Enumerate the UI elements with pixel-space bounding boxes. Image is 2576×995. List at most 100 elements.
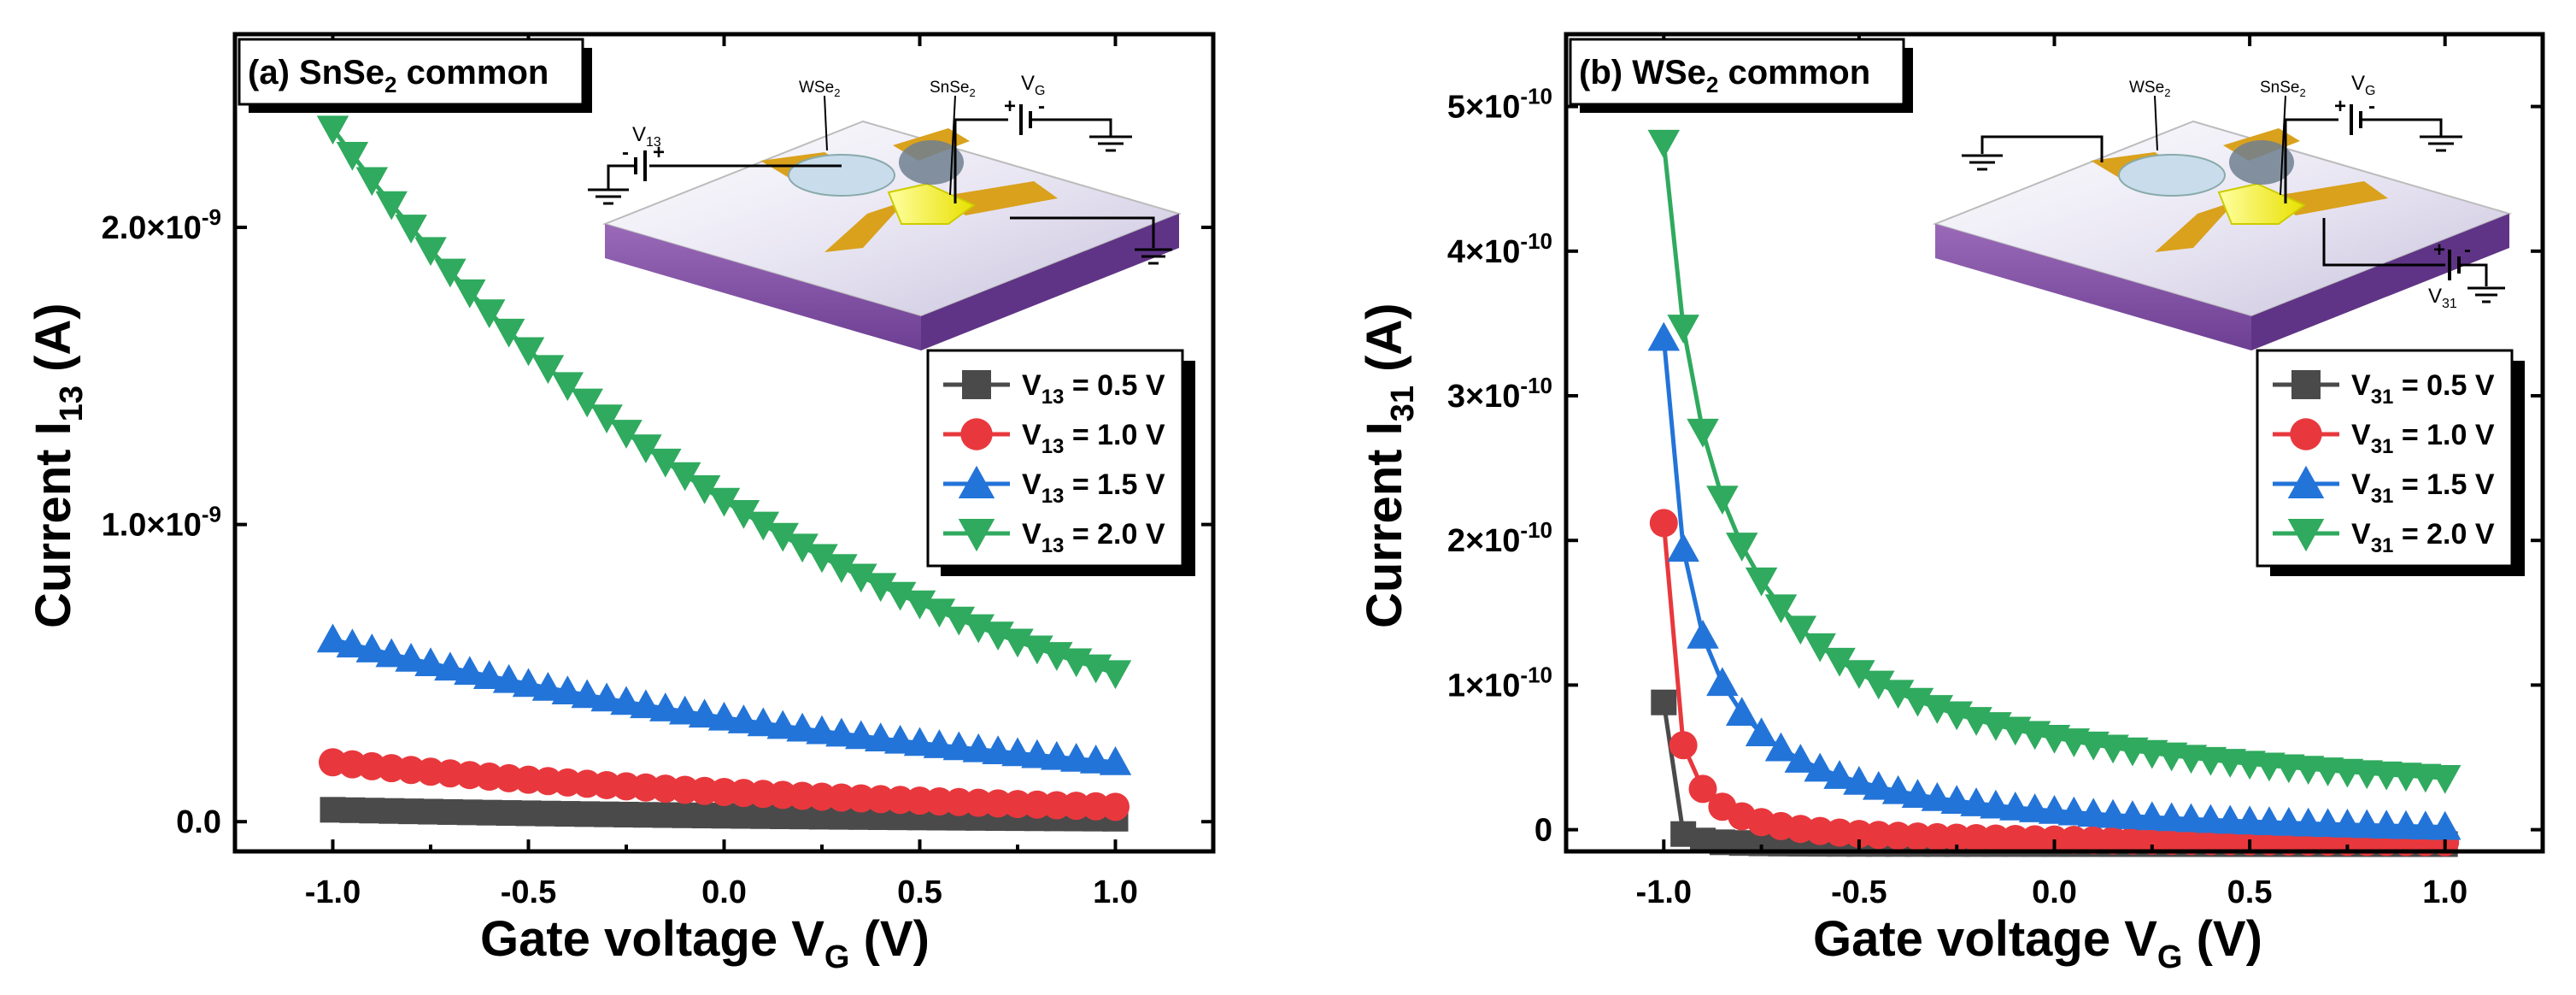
data-point [727,499,760,529]
data-point [903,727,936,757]
data-point [375,638,408,668]
substrate-side [921,214,1179,350]
data-point [1688,774,1717,804]
electrode-bottom [824,201,906,252]
data-point [1804,752,1836,782]
data-point [649,448,682,478]
data-point [395,215,427,244]
data-point [1101,792,1130,821]
data-point [531,671,565,701]
y-tick-label: 1.0×10-9 [102,502,221,544]
inset-label-wse2: WSe2 [2129,79,2170,99]
inset-label-bias: V31 [2428,285,2457,311]
snse2-flake [2217,182,2306,225]
data-point [825,554,858,583]
data-point [962,733,995,762]
panel-b-x-axis-title: Gate voltage VG (V) [1813,911,2262,975]
data-point [2001,824,2030,853]
bias-ground-wire [2459,263,2488,286]
data-point [688,698,721,728]
data-point [883,581,917,611]
data-point [336,628,369,658]
data-point [1651,689,1677,715]
inset-minus-bias: - [2464,238,2471,262]
data-point [355,633,389,662]
legend-label: V31 = 0.5 V [2351,369,2495,409]
panel-a-x-axis-title: Gate voltage VG (V) [480,911,930,975]
data-point [2136,801,2168,831]
legend-label: V31 = 1.5 V [2351,468,2495,508]
y-tick-label: 4×10-10 [1447,228,1552,270]
data-point [668,462,701,492]
data-point [962,614,995,644]
data-point [1082,792,1111,821]
data-point [2021,825,2050,854]
data-point [825,717,858,747]
panel-a: -1.0 -0.5 0.0 0.5 1.0 0.0 1.0×10-9 2.0×10-9 (a… [26,32,1216,975]
data-point [1980,789,2012,819]
legend-marker [2291,370,2321,399]
data-point [492,318,525,348]
inset-plus-bias: + [2433,238,2445,262]
data-point [590,404,623,433]
data-point [766,522,799,552]
data-point [1921,781,1954,811]
panel-a-label-box [238,38,584,106]
vg-ground-wire [1030,118,1112,137]
data-point [1021,739,1053,768]
data-point [903,590,936,620]
data-point [1687,418,1719,448]
wse2-flake [2118,154,2226,197]
wse2-flake [788,154,895,197]
panel-a-x-ticks: -1.0 -0.5 0.0 0.5 1.0 [233,34,1215,910]
vg-ground-wire [2361,118,2443,137]
data-point [747,707,780,737]
data-point [630,434,662,464]
legend-label: V13 = 2.0 V [1022,518,1165,557]
legend-marker [962,370,991,399]
data-point [1960,787,1992,816]
data-point [512,337,545,367]
data-point [806,715,838,745]
y-tick-label: 5×10-10 [1447,84,1552,126]
data-point [571,679,603,709]
legend-label: V13 = 1.0 V [1022,419,1165,458]
data-point [434,651,466,681]
data-point [1667,315,1699,344]
data-point [845,563,877,593]
data-point [472,660,506,689]
data-point [1725,697,1758,727]
y-tick-label: 1×10-10 [1447,662,1552,704]
data-point [864,722,897,751]
data-point [1667,533,1699,562]
panel-b-device-schematic: WSe2 SnSe2 VG V31 + - + - [1932,72,2513,350]
legend-label: V13 = 0.5 V [1022,369,1165,409]
data-point [1901,779,1934,808]
data-point [1059,742,1093,772]
data-point [1804,633,1836,662]
electrode-bottom [2155,201,2236,252]
inset-plus-vg: + [2334,95,2346,118]
x-tick-label: -0.5 [1831,874,1887,910]
inset-label-vg: VG [1021,72,1045,98]
data-point [630,689,662,719]
ground-wire-left [1980,135,2104,162]
data-point [610,686,643,715]
substrate-front [1935,224,2251,350]
data-point [942,606,976,636]
data-point [1745,567,1778,597]
data-point [1863,670,1895,700]
data-point [1784,615,1817,645]
panel-b: -1.0 -0.5 0.0 0.5 1.0 0 1×10-10 2×10-10 3×10-10… [1357,32,2545,975]
data-point [668,695,701,725]
data-point [610,420,643,449]
data-point [786,533,819,563]
legend-marker [2287,465,2325,498]
data-point [551,675,584,705]
inset-minus-bias: - [622,141,629,164]
panel-a-series [316,115,1132,832]
legend-label: V13 = 1.5 V [1022,468,1165,508]
bias-ground-wire [607,164,636,190]
data-point [414,237,447,267]
data-point [649,692,682,721]
